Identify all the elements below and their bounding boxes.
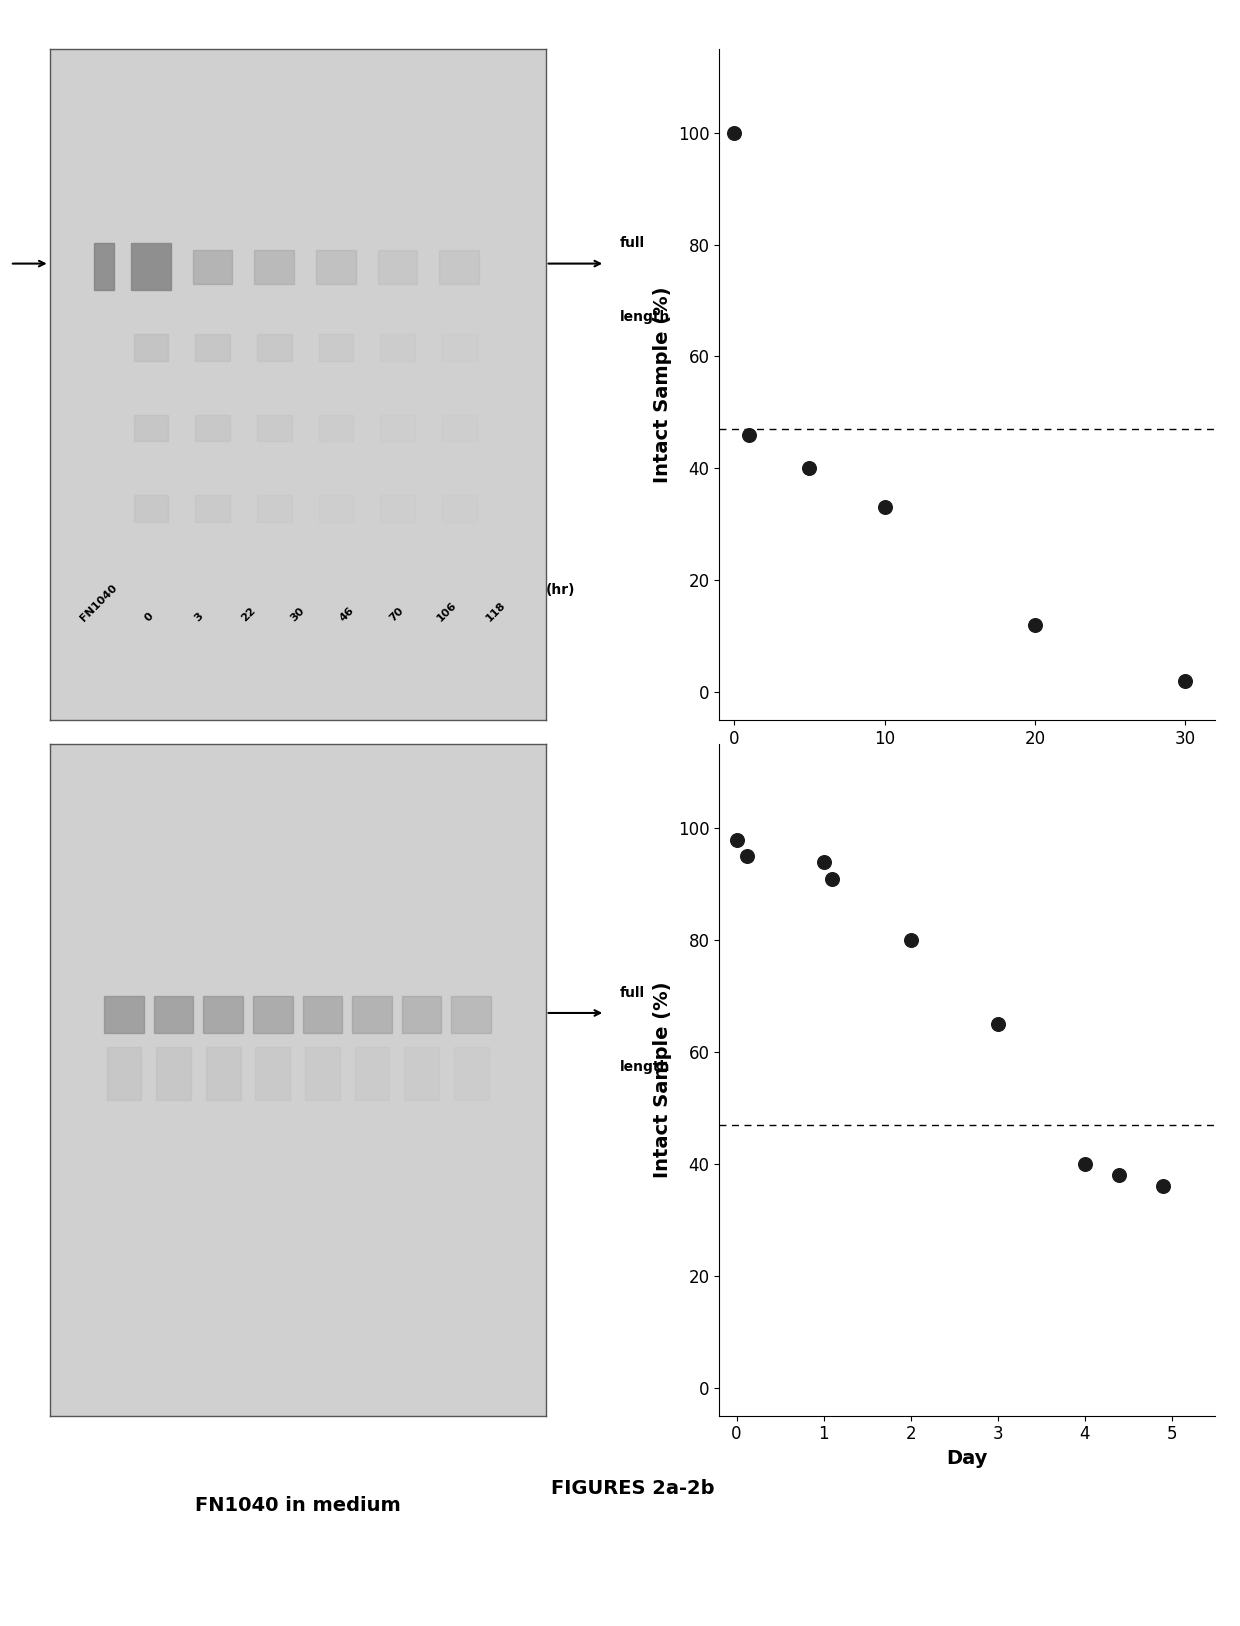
Bar — [131, 244, 171, 291]
X-axis label: Day: Day — [946, 1449, 988, 1468]
Text: 30: 30 — [289, 606, 306, 624]
Bar — [195, 415, 229, 442]
Bar — [203, 997, 243, 1033]
Bar — [134, 415, 169, 442]
Bar — [316, 250, 356, 283]
Point — [1025, 611, 1045, 637]
Bar — [441, 496, 476, 522]
Bar — [319, 415, 353, 442]
Bar — [454, 1047, 489, 1101]
Bar — [381, 496, 415, 522]
Point — [1176, 668, 1195, 694]
Text: 118: 118 — [485, 600, 507, 624]
Point — [874, 494, 894, 520]
Bar — [156, 1047, 191, 1101]
Text: 106: 106 — [435, 600, 458, 624]
Bar — [206, 1047, 241, 1101]
Bar — [352, 997, 392, 1033]
Bar — [381, 333, 415, 361]
Text: 46: 46 — [339, 605, 356, 624]
X-axis label: Min: Min — [947, 753, 987, 772]
Point — [1075, 1151, 1095, 1177]
Point — [724, 120, 744, 146]
Bar — [404, 1047, 439, 1101]
Bar — [107, 1047, 141, 1101]
Bar — [441, 415, 476, 442]
Text: full: full — [620, 236, 645, 250]
Bar — [319, 333, 353, 361]
Point — [727, 826, 746, 852]
Text: length: length — [620, 311, 671, 324]
Bar — [255, 1047, 290, 1101]
Text: (hr): (hr) — [546, 582, 575, 597]
Text: FIGURES 2a-2b: FIGURES 2a-2b — [551, 1480, 714, 1498]
Bar — [441, 333, 476, 361]
Point — [1110, 1163, 1130, 1189]
Bar — [134, 333, 169, 361]
Point — [988, 1011, 1008, 1037]
Bar — [439, 250, 479, 283]
Point — [739, 421, 759, 447]
Bar — [381, 415, 415, 442]
Bar — [195, 333, 229, 361]
Bar — [355, 1047, 389, 1101]
Text: 0: 0 — [143, 611, 155, 624]
Point — [1153, 1174, 1173, 1200]
Bar — [257, 333, 291, 361]
Point — [822, 865, 842, 891]
Bar — [378, 250, 418, 283]
Text: M1040 in medium: M1040 in medium — [200, 800, 396, 820]
Bar — [192, 250, 232, 283]
Bar — [257, 496, 291, 522]
Point — [738, 844, 758, 870]
Point — [800, 455, 820, 481]
Point — [813, 849, 833, 875]
Text: 3: 3 — [192, 611, 205, 624]
Bar — [257, 415, 291, 442]
Bar — [319, 496, 353, 522]
Text: full: full — [620, 985, 645, 1000]
Bar — [154, 997, 193, 1033]
Text: FN1040: FN1040 — [79, 582, 119, 624]
Bar — [195, 496, 229, 522]
Bar — [253, 997, 293, 1033]
Bar — [134, 496, 169, 522]
Bar — [305, 1047, 340, 1101]
Text: 70: 70 — [388, 605, 405, 624]
Bar — [254, 250, 294, 283]
Bar — [104, 997, 144, 1033]
Point — [900, 927, 920, 953]
Bar — [451, 997, 491, 1033]
Text: 22: 22 — [239, 605, 257, 624]
Bar — [402, 997, 441, 1033]
Text: FN1040 in medium: FN1040 in medium — [195, 1496, 401, 1515]
Text: length: length — [620, 1060, 671, 1073]
Y-axis label: Intact Sample (%): Intact Sample (%) — [653, 286, 672, 483]
Bar — [94, 244, 114, 291]
Bar — [303, 997, 342, 1033]
Y-axis label: Intact Sample (%): Intact Sample (%) — [653, 982, 672, 1179]
